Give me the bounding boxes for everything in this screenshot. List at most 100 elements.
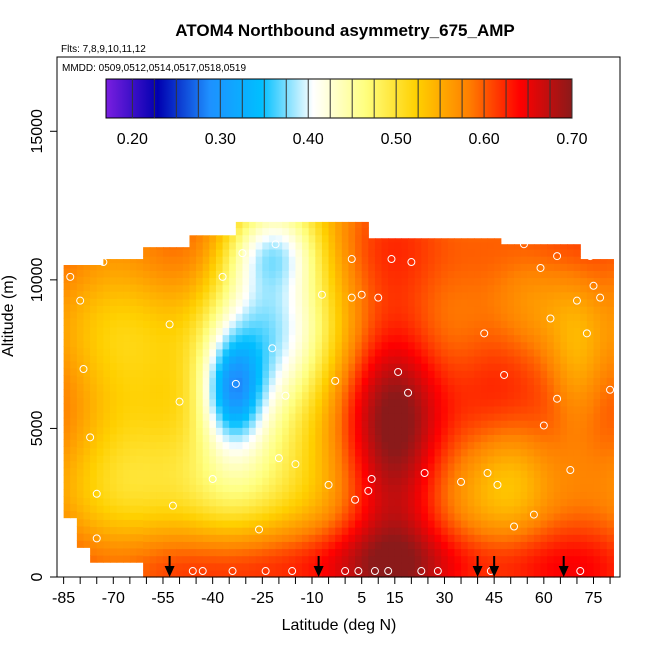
heatmap-cell [447,370,456,378]
heatmap-cell [474,320,482,328]
heatmap-cell [302,484,310,493]
heatmap-cell [328,527,336,535]
heatmap-cell [70,367,78,376]
heatmap-cell [408,348,416,357]
heatmap-cell [335,412,343,421]
heatmap-cell [487,298,495,307]
heatmap-cell [567,491,575,500]
heatmap-cell [494,548,502,557]
heatmap-cell [162,391,171,400]
heatmap-cell [441,341,449,350]
heatmap-cell [374,541,383,550]
heatmap-cell [282,498,290,507]
heatmap-cell [143,256,151,264]
heatmap-cell [189,256,197,264]
heatmap-cell [434,470,442,478]
heatmap-cell [222,341,230,350]
heatmap-cell [90,555,98,563]
heatmap-cell [162,306,171,314]
heatmap-cell [189,241,197,250]
heatmap-cell [235,541,244,550]
sample-point [493,480,502,489]
heatmap-cell [414,455,422,464]
heatmap-cell [156,298,164,307]
heatmap-cell [368,348,376,357]
heatmap-cell [580,462,588,471]
heatmap-cell [580,505,588,514]
heatmap-cell [494,263,502,271]
heatmap-cell [209,241,217,250]
heatmap-cell [441,398,449,407]
heatmap-cell [500,348,508,357]
heatmap-cell [480,455,489,464]
heatmap-cell [315,498,323,507]
heatmap-cell [467,277,475,286]
heatmap-cell [427,462,436,471]
heatmap-cell [262,256,270,264]
heatmap-cell [374,327,383,336]
heatmap-cell [123,341,131,349]
heatmap-cell [527,355,535,364]
heatmap-cell [580,348,588,357]
heatmap-cell [474,534,482,542]
heatmap-cell [96,398,104,406]
heatmap-cell [275,256,283,264]
heatmap-cell [328,256,336,264]
heatmap-cell [507,256,515,264]
heatmap-cell [129,259,138,264]
heatmap-cell [182,334,191,343]
heatmap-cell [295,555,303,564]
heatmap-cell [361,227,369,236]
heatmap-cell [156,512,164,521]
heatmap-cell [434,420,442,428]
heatmap-cell [136,483,144,492]
heatmap-cell [249,284,257,293]
heatmap-cell [70,346,78,355]
heatmap-cell [182,327,191,336]
x-tick-label: 30 [436,590,454,607]
heatmap-cell [302,412,310,421]
heatmap-cell [355,398,363,407]
heatmap-cell [249,320,257,328]
heatmap-cell [176,256,184,264]
heatmap-cell [136,519,144,528]
heatmap-cell [242,455,250,464]
heatmap-cell [76,283,85,292]
heatmap-cell [533,284,542,293]
heatmap-cell [480,284,489,293]
heatmap-cell [368,541,376,550]
heatmap-cell [202,412,210,421]
heatmap-cell [268,405,277,414]
profile-arrow [558,556,569,577]
heatmap-cell [116,455,124,463]
heatmap-cell [401,541,409,550]
heatmap-cell [302,355,310,364]
heatmap-cell [540,441,548,450]
heatmap-cell [215,569,224,578]
heatmap-cell [474,441,482,450]
heatmap-cell [374,527,383,535]
heatmap-cell [474,341,482,350]
heatmap-cell [606,355,614,364]
heatmap-cell [514,441,522,450]
heatmap-cell [401,384,409,393]
heatmap-cell [480,491,489,500]
heatmap-cell [235,256,244,264]
heatmap-cell [222,519,230,528]
heatmap-cell [109,362,118,371]
heatmap-cell [229,405,237,414]
heatmap-cell [288,370,297,378]
heatmap-cell [533,341,542,350]
heatmap-cell [116,333,124,342]
heatmap-cell [162,412,171,421]
heatmap-cell [242,548,250,557]
heatmap-cell [388,355,396,364]
heatmap-cell [341,355,350,364]
heatmap-cell [162,427,171,435]
heatmap-cell [202,327,210,336]
heatmap-cell [202,384,210,393]
heatmap-cell [129,341,138,349]
heatmap-cell [209,569,217,578]
heatmap-cell [255,241,263,250]
heatmap-cell [454,270,462,279]
